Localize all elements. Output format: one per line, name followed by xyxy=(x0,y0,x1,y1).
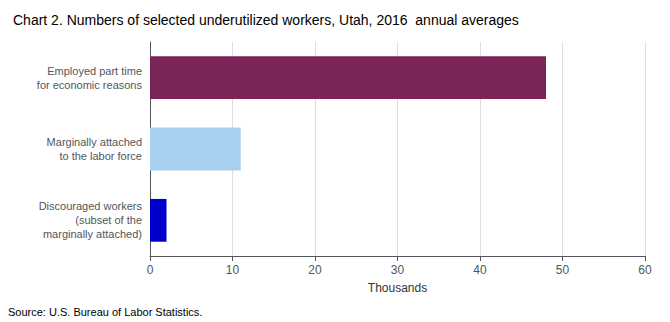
svg-text:marginally attached): marginally attached) xyxy=(43,228,142,240)
svg-text:(subset of the: (subset of the xyxy=(75,214,142,226)
svg-text:to the labor force: to the labor force xyxy=(59,150,142,162)
svg-text:Thousands: Thousands xyxy=(368,281,427,295)
svg-text:10: 10 xyxy=(226,263,240,277)
svg-text:40: 40 xyxy=(473,263,487,277)
svg-text:50: 50 xyxy=(556,263,570,277)
svg-text:for economic reasons: for economic reasons xyxy=(37,79,143,91)
svg-text:30: 30 xyxy=(391,263,405,277)
svg-text:Source: U.S. Bureau of Labor S: Source: U.S. Bureau of Labor Statistics. xyxy=(8,306,202,318)
svg-text:Marginally attached: Marginally attached xyxy=(47,136,142,148)
svg-text:Discouraged workers: Discouraged workers xyxy=(39,200,143,212)
svg-text:60: 60 xyxy=(638,263,652,277)
svg-text:Chart 2. Numbers of selected u: Chart 2. Numbers of selected underutiliz… xyxy=(13,12,519,28)
svg-text:Employed part time: Employed part time xyxy=(47,65,142,77)
svg-text:20: 20 xyxy=(308,263,322,277)
svg-text:0: 0 xyxy=(147,263,154,277)
